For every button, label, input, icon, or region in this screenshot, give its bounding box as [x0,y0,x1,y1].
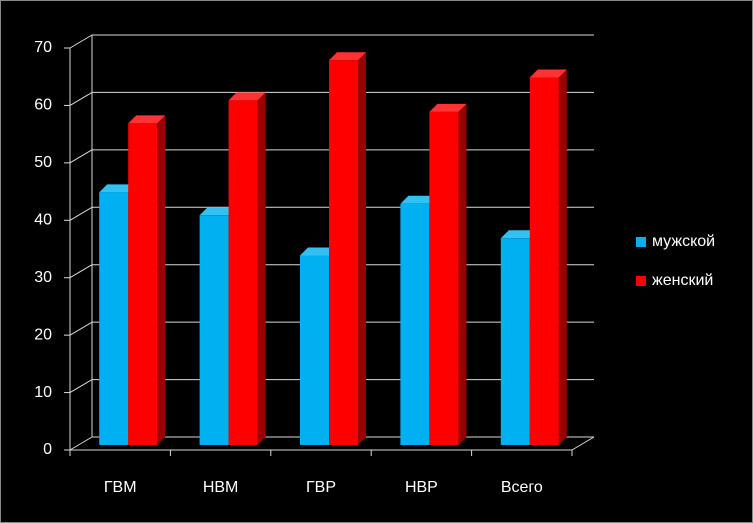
x-tick-label: Всего [501,479,543,496]
bar-side [458,103,467,446]
bar-front [529,77,559,445]
bar-top [128,115,166,124]
y-tick-label: 10 [34,384,52,401]
legend-swatch [636,276,646,286]
bar-top [199,207,237,216]
bar-side [558,69,567,445]
bar-front [500,238,530,445]
bar-top [400,195,438,204]
x-tick-label: ГВМ [104,479,137,496]
bar-front [99,192,129,445]
x-tick-label: НВМ [203,479,239,496]
bar-front [128,123,158,446]
bar-front [329,60,358,445]
bar-top [300,247,337,256]
bar-top [329,52,366,61]
legend-label: мужской [652,233,715,250]
y-tick-label: 20 [34,326,52,343]
bar-top [228,92,266,101]
bar-top [529,69,567,78]
legend-swatch [636,237,646,247]
grid-diagonal [69,34,93,49]
bar-side [358,52,366,445]
bar-side [157,115,166,446]
bar-front [429,111,459,446]
floor-edge [571,436,595,451]
bar-top [500,230,538,239]
y-tick-label: 50 [34,154,52,171]
y-tick-label: 0 [43,441,52,458]
bar-top [99,184,137,193]
y-tick-label: 70 [34,39,52,56]
bar [529,69,567,445]
bar-side [257,92,266,445]
y-tick-label: 60 [34,97,52,114]
bar [128,115,166,446]
x-tick-label: ГВР [306,479,336,496]
x-tick-label: НВР [405,479,438,496]
bar [228,92,266,445]
bar [329,52,366,445]
y-tick-label: 30 [34,269,52,286]
bar-front [199,215,229,445]
bar-front [300,255,329,445]
legend-label: женский [652,272,713,289]
bar-front [400,203,430,445]
bar-top [429,103,467,112]
grid-diagonal [69,149,93,164]
grid-diagonal [69,379,93,394]
grid-diagonal [69,91,93,106]
grid-diagonal [69,264,93,279]
grid-diagonal [69,436,93,451]
y-tick-label: 40 [34,212,52,229]
bar-front [228,100,258,445]
grid-diagonal [69,206,93,221]
grid-diagonal [69,321,93,336]
bar [429,103,467,446]
